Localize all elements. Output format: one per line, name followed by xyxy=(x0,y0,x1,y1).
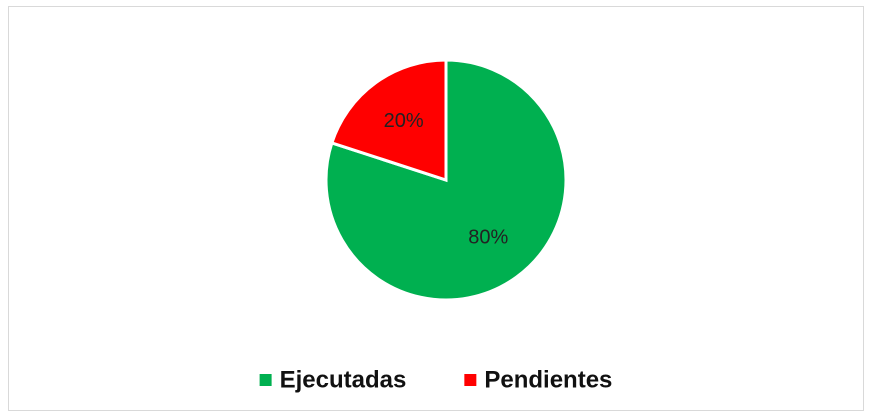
data-label: 80% xyxy=(468,227,508,249)
legend-label: Ejecutadas xyxy=(280,366,407,393)
pie-slice xyxy=(329,58,448,183)
legend-swatch xyxy=(464,374,477,386)
pie: 80% 20% xyxy=(324,58,568,302)
legend-label: Pendientes xyxy=(484,366,612,393)
legend-swatch xyxy=(259,374,272,386)
data-label: 20% xyxy=(384,110,424,132)
legend-item: Pendientes xyxy=(464,366,612,393)
legend: Ejecutadas Pendientes xyxy=(259,366,612,393)
legend-item: Ejecutadas xyxy=(259,366,407,393)
